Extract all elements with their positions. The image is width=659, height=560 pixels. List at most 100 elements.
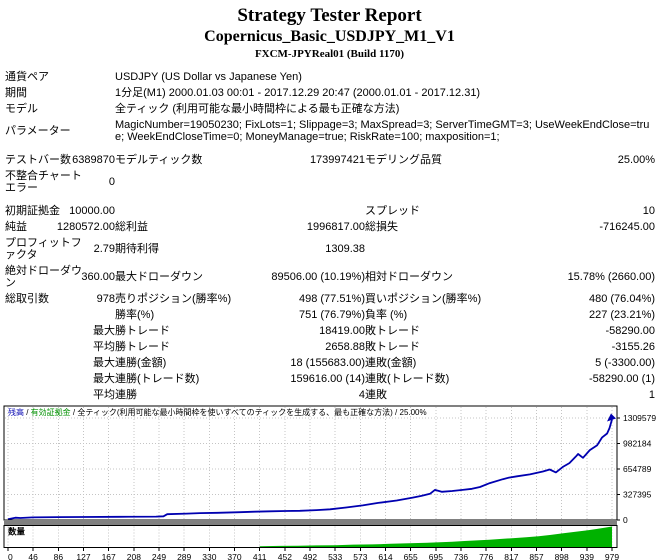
table-row: パラメーター MagicNumber=19050230; FixLots=1; S… <box>5 117 655 145</box>
stat-value: 159616.00 (14) <box>290 371 365 387</box>
x-axis-label: 857 <box>529 552 543 560</box>
stat-value-text: 480 (76.04%) <box>588 293 656 305</box>
stat-value-text: 1996817.00 <box>306 221 365 233</box>
y-axis-label: 982184 <box>623 439 652 449</box>
stat-value: 1 <box>545 387 655 403</box>
stat-value: 227 (23.21%) <box>545 307 655 323</box>
stat-value-text: 159616.00 (14) <box>290 373 365 385</box>
stat-value: 0 <box>83 168 115 196</box>
x-axis-label: 330 <box>202 552 216 560</box>
stat-label <box>115 203 303 219</box>
stat-label: 連敗(トレード数) <box>365 373 450 385</box>
chart-svg: 1309579 982184 654789 327395 0 0 46 86 127 167 208… <box>3 405 656 560</box>
stat-value-text: 18 (155683.00) <box>290 357 365 369</box>
statistics-rows: テストバー数 6389870 モデルティック数 173997421 モデリング品質 25.… <box>5 152 655 403</box>
stat-value: 5 (-3300.00) <box>545 355 655 371</box>
report-header: Strategy Tester Report Copernicus_Basic_… <box>0 0 659 61</box>
line-end-arrow-icon <box>607 413 616 422</box>
stat-label <box>5 371 83 387</box>
stat-value-text: -58290.00 <box>605 325 656 337</box>
stat-label: 勝トレード <box>115 325 170 337</box>
y-axis-label: 327395 <box>623 489 652 499</box>
stat-value: 360.00 <box>81 263 115 291</box>
stat-value <box>303 203 365 219</box>
x-axis-label: 939 <box>580 552 594 560</box>
table-row: 最大 連勝(トレード数) 159616.00 (14) 連敗(トレード数) -58290… <box>5 371 655 387</box>
stat-value: 1309.38 <box>303 235 365 263</box>
x-axis-label: 86 <box>54 552 64 560</box>
x-axis-label: 411 <box>253 552 267 560</box>
stat-value-text: 978 <box>96 293 115 305</box>
spacer-row <box>5 196 655 203</box>
stat-value-text: 最大 <box>93 373 115 385</box>
stat-value-text: 1280572.00 <box>56 221 115 233</box>
stat-label: 連勝(金額) <box>115 357 167 369</box>
stat-label: 相対ドローダウン <box>365 271 453 283</box>
x-axis-label: 0 <box>8 552 13 560</box>
stat-label: 買いポジション(勝率%) <box>365 293 482 305</box>
table-row: 総取引数 978 売りポジション(勝率%) 498 (77.51%) 買いポジション(勝… <box>5 291 655 307</box>
setting-value: 全ティック (利用可能な最小時間枠による最も正確な方法) <box>115 103 400 115</box>
stat-label: 連敗 <box>365 389 387 401</box>
x-axis-label: 289 <box>177 552 191 560</box>
stat-label: 不整合チャートエラー <box>5 170 82 194</box>
stat-value <box>545 235 655 263</box>
x-axis-label: 979 <box>605 552 619 560</box>
stat-label: 敗トレード <box>365 325 420 337</box>
x-axis-label: 573 <box>353 552 367 560</box>
stat-value-text: 6389870 <box>72 154 115 166</box>
stat-label: モデルティック数 <box>115 154 203 166</box>
main-plot-border <box>3 405 618 521</box>
x-axis-label: 452 <box>278 552 292 560</box>
stat-value: 25.00% <box>545 152 655 168</box>
x-axis-label: 817 <box>504 552 518 560</box>
chart-legend: 残高 / 有効証拠金 / 全ティック(利用可能な最小時間枠を使いすべてのティック… <box>8 407 427 417</box>
stat-label <box>5 307 83 323</box>
stat-label: プロフィットファクタ <box>5 237 82 261</box>
x-axis-label: 127 <box>76 552 90 560</box>
equity-legend-label: 有効証拠金 <box>31 407 71 417</box>
stat-value: 最大 <box>83 371 115 387</box>
stat-value: 751 (76.79%) <box>299 307 365 323</box>
stat-value: 89506.00 (10.19%) <box>271 263 365 291</box>
x-axis-label: 370 <box>227 552 241 560</box>
y-axis-label: 0 <box>623 515 628 525</box>
stat-value: -716245.00 <box>545 219 655 235</box>
volume-panel-label: 数量 <box>8 527 26 537</box>
stat-value-text: -58290.00 (1) <box>588 373 656 385</box>
table-row: モデル 全ティック (利用可能な最小時間枠による最も正確な方法) <box>5 101 655 117</box>
stat-value-text: 15.78% (2660.00) <box>567 271 656 283</box>
setting-label: 期間 <box>5 87 27 99</box>
x-axis-label: 655 <box>404 552 418 560</box>
stat-value-text: 18419.00 <box>319 325 365 337</box>
stat-label <box>365 235 545 263</box>
stat-value: 173997421 <box>303 152 365 168</box>
table-row: テストバー数 6389870 モデルティック数 173997421 モデリング品質 25.… <box>5 152 655 168</box>
stat-value <box>303 168 365 196</box>
model-quality-label: / 全ティック(利用可能な最小時間枠を使いすべてのティックを生成する、最も正確な… <box>71 407 427 417</box>
settings-rows: 通貨ペア USDJPY (US Dollar vs Japanese Yen) 期間… <box>5 69 655 152</box>
stat-value-text: 2658.88 <box>325 341 365 353</box>
stat-value-text: 平均 <box>93 341 115 353</box>
stat-value-text: 最大 <box>93 357 115 369</box>
stat-value <box>545 168 655 196</box>
stat-label: 負率 (%) <box>365 309 408 321</box>
setting-label: 通貨ペア <box>5 71 49 83</box>
setting-value: MagicNumber=19050230; FixLots=1; Slippag… <box>115 119 650 143</box>
stat-value: 平均 <box>83 387 115 403</box>
stat-value <box>83 307 115 323</box>
stat-value: 978 <box>83 291 115 307</box>
stat-value: 4 <box>303 387 365 403</box>
stat-value: 15.78% (2660.00) <box>545 263 655 291</box>
table-row: 勝率(%) 751 (76.79%) 負率 (%) 227 (23.21%) <box>5 307 655 323</box>
stat-value-text: 1 <box>648 389 656 401</box>
stat-value-text: 1309.38 <box>325 243 365 255</box>
table-row: 期間 1分足(M1) 2000.01.03 00:01 - 2017.12.29 … <box>5 85 655 101</box>
setting-value: USDJPY (US Dollar vs Japanese Yen) <box>115 71 302 83</box>
stat-label <box>5 387 83 403</box>
table-row: 平均 連勝 4 連敗 1 <box>5 387 655 403</box>
stat-value: 2.79 <box>83 235 115 263</box>
x-axis-label: 492 <box>303 552 317 560</box>
stat-value: 最大 <box>83 323 115 339</box>
stat-label: 期待利得 <box>115 243 159 255</box>
